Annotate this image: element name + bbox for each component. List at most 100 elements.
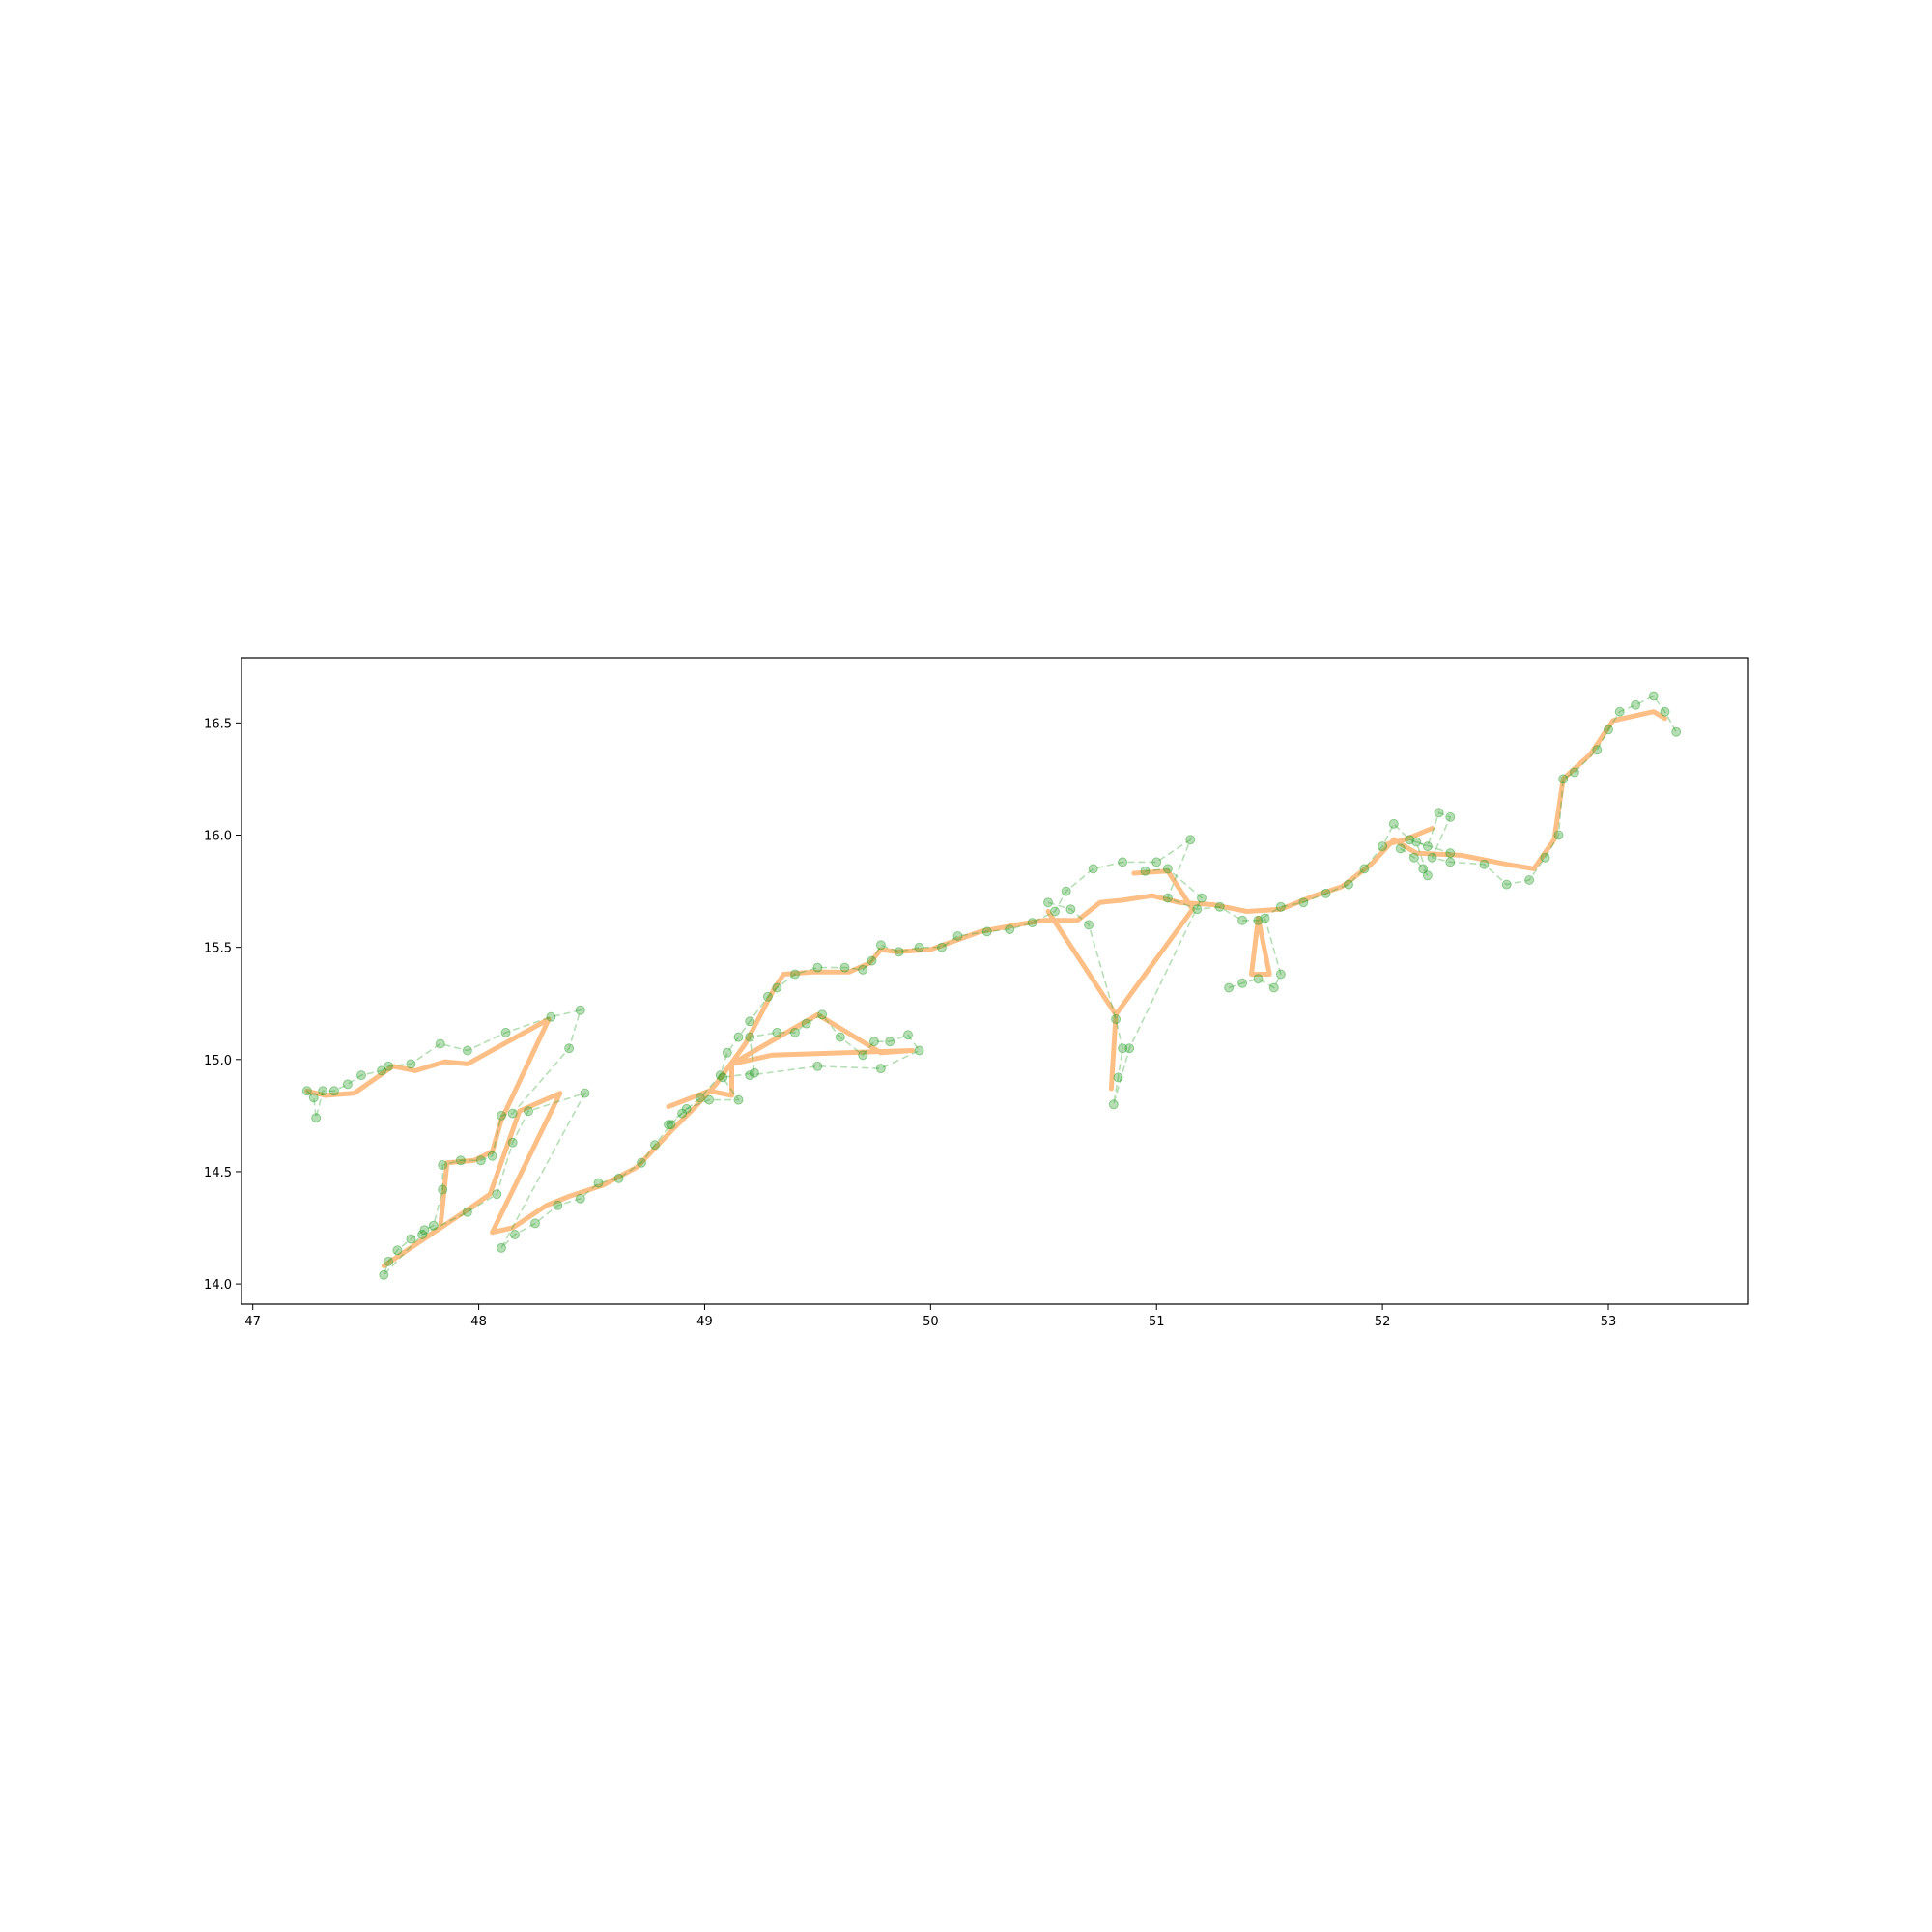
data-point (1124, 1043, 1135, 1054)
series-line (1045, 868, 1196, 1092)
data-point (681, 1103, 692, 1114)
data-point (1418, 864, 1429, 874)
data-point (1434, 808, 1444, 818)
data-point (428, 1220, 439, 1231)
data-point (733, 1032, 744, 1042)
x-tick-label: 47 (244, 1315, 261, 1329)
data-point (1569, 767, 1579, 778)
series-line (1384, 826, 1435, 847)
series-5 (1384, 826, 1435, 847)
data-point (301, 1086, 312, 1096)
series-6 (664, 1009, 924, 1130)
data-point (695, 1093, 705, 1103)
x-tick-label: 49 (696, 1315, 713, 1329)
data-point (342, 1079, 353, 1090)
data-point (664, 1120, 673, 1130)
series-line (306, 695, 1677, 1276)
x-tick-label: 48 (470, 1315, 487, 1329)
data-point (835, 1032, 845, 1042)
data-point (745, 1032, 755, 1042)
data-point (1660, 706, 1670, 717)
data-point (1378, 841, 1388, 852)
series-line (668, 1013, 921, 1125)
series-9 (1395, 837, 1456, 881)
data-point (914, 1045, 924, 1056)
data-point (438, 1184, 448, 1195)
data-point (733, 1094, 744, 1105)
x-tick-label: 51 (1149, 1315, 1165, 1329)
series-line (304, 709, 1667, 1268)
data-point (1237, 915, 1248, 925)
data-point (1197, 893, 1207, 903)
data-point (377, 1065, 386, 1076)
data-point (1427, 852, 1437, 863)
x-axis: 47 48 49 50 51 52 53 (244, 1304, 1616, 1329)
data-point (790, 1027, 800, 1037)
data-point (487, 1151, 497, 1161)
data-point (858, 964, 868, 975)
y-tick-label: 16.0 (204, 830, 232, 844)
data-point (406, 1059, 416, 1069)
data-point (1050, 906, 1060, 917)
y-tick-label: 16.5 (204, 717, 232, 731)
data-point (1237, 978, 1248, 988)
data-point (772, 982, 782, 993)
data-point (1140, 866, 1151, 876)
data-point (462, 1045, 472, 1056)
data-point (318, 1086, 328, 1096)
data-point (745, 1016, 755, 1027)
data-point (1395, 843, 1406, 854)
series-2 (666, 1011, 916, 1110)
data-point (875, 940, 886, 951)
data-point (438, 1160, 448, 1170)
data-point (593, 1178, 604, 1188)
data-point (952, 931, 963, 941)
data-point (1445, 857, 1456, 867)
data-point (462, 1207, 472, 1217)
data-point (1088, 864, 1098, 874)
data-point (868, 1037, 879, 1047)
data-point (1501, 879, 1512, 890)
data-point (1614, 706, 1625, 717)
data-point (406, 1234, 416, 1244)
data-point (1214, 901, 1225, 912)
data-point (492, 1189, 502, 1200)
data-point (379, 1269, 389, 1280)
data-point (812, 962, 823, 973)
data-point (1275, 969, 1286, 980)
data-point (894, 947, 904, 957)
data-point (885, 1037, 895, 1047)
data-point (1405, 835, 1415, 845)
data-point (311, 1113, 322, 1123)
data-point (1113, 1072, 1123, 1083)
data-point (650, 1140, 660, 1151)
data-point (1005, 924, 1015, 935)
data-point (981, 926, 992, 937)
data-point (1162, 893, 1173, 903)
series-line (666, 1011, 916, 1110)
series-line (1047, 867, 1203, 1105)
data-point (1185, 835, 1196, 845)
data-point (1151, 857, 1162, 867)
data-point (1043, 897, 1053, 908)
data-point (1648, 691, 1659, 701)
x-tick-label: 53 (1601, 1315, 1617, 1329)
data-point (524, 1106, 533, 1117)
data-point (530, 1218, 540, 1229)
series-1 (301, 691, 1682, 1280)
data-point (1540, 852, 1550, 863)
data-point (1524, 875, 1535, 885)
data-point (497, 1242, 506, 1253)
data-point (510, 1230, 520, 1239)
data-point (704, 1094, 715, 1105)
data-point (1592, 745, 1603, 755)
series-0 (304, 709, 1667, 1268)
data-point (1631, 699, 1641, 710)
data-point (384, 1256, 393, 1266)
data-point (1224, 982, 1235, 993)
series-line (1249, 916, 1272, 977)
data-point (1558, 774, 1569, 784)
data-point (839, 962, 850, 973)
series-line (1400, 840, 1451, 876)
